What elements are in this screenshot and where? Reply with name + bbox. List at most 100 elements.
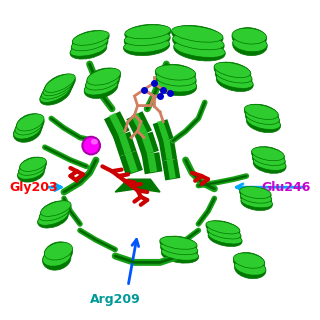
Ellipse shape [39, 205, 70, 224]
Text: Gly203: Gly203 [10, 181, 58, 194]
Polygon shape [119, 151, 143, 176]
Ellipse shape [244, 104, 278, 123]
Ellipse shape [161, 247, 198, 260]
Ellipse shape [232, 28, 267, 44]
Ellipse shape [43, 77, 74, 96]
Ellipse shape [38, 210, 68, 228]
Ellipse shape [15, 118, 43, 138]
Ellipse shape [214, 62, 251, 77]
Ellipse shape [72, 30, 109, 48]
Ellipse shape [124, 38, 170, 56]
Ellipse shape [125, 24, 171, 42]
Ellipse shape [240, 187, 271, 198]
Ellipse shape [172, 26, 223, 42]
Ellipse shape [206, 221, 240, 234]
Ellipse shape [253, 156, 286, 170]
Ellipse shape [85, 73, 119, 90]
Ellipse shape [20, 157, 46, 172]
Ellipse shape [125, 25, 171, 39]
Polygon shape [118, 132, 132, 154]
Ellipse shape [216, 73, 253, 92]
Ellipse shape [124, 38, 170, 52]
Ellipse shape [161, 247, 198, 263]
Polygon shape [131, 113, 147, 135]
Ellipse shape [42, 81, 72, 99]
Ellipse shape [174, 41, 225, 61]
Ellipse shape [252, 147, 284, 161]
Polygon shape [104, 111, 130, 139]
Ellipse shape [41, 201, 71, 219]
Ellipse shape [70, 42, 107, 56]
Polygon shape [167, 159, 176, 179]
Ellipse shape [124, 32, 170, 45]
Ellipse shape [156, 76, 196, 96]
Ellipse shape [233, 253, 265, 268]
Ellipse shape [83, 137, 100, 155]
Ellipse shape [174, 41, 225, 57]
Polygon shape [115, 179, 160, 192]
Polygon shape [164, 140, 172, 160]
Ellipse shape [244, 104, 278, 119]
Ellipse shape [215, 68, 252, 83]
Ellipse shape [20, 157, 46, 174]
Ellipse shape [43, 248, 71, 266]
Ellipse shape [208, 231, 242, 244]
Ellipse shape [15, 118, 43, 135]
Ellipse shape [235, 260, 266, 279]
Polygon shape [147, 152, 157, 172]
Polygon shape [109, 113, 125, 135]
Ellipse shape [41, 201, 71, 216]
Ellipse shape [216, 73, 253, 88]
Ellipse shape [160, 236, 197, 249]
Ellipse shape [13, 122, 41, 139]
Ellipse shape [232, 28, 267, 48]
Ellipse shape [85, 73, 119, 93]
Ellipse shape [156, 64, 196, 84]
Polygon shape [157, 120, 169, 141]
Ellipse shape [252, 152, 285, 165]
Ellipse shape [19, 161, 45, 175]
Polygon shape [153, 119, 174, 143]
Ellipse shape [240, 191, 272, 206]
Ellipse shape [156, 65, 196, 80]
Ellipse shape [246, 114, 280, 132]
Ellipse shape [18, 165, 44, 179]
Ellipse shape [45, 74, 75, 92]
Ellipse shape [72, 31, 109, 45]
Ellipse shape [207, 226, 241, 239]
Ellipse shape [253, 156, 286, 173]
Ellipse shape [233, 35, 267, 56]
Ellipse shape [235, 260, 266, 275]
Polygon shape [141, 152, 163, 174]
Text: Glu246: Glu246 [261, 181, 310, 194]
Ellipse shape [241, 196, 272, 208]
Polygon shape [135, 132, 159, 156]
Ellipse shape [41, 81, 72, 102]
Ellipse shape [172, 25, 223, 46]
Ellipse shape [245, 109, 279, 128]
Ellipse shape [173, 33, 224, 50]
Ellipse shape [124, 31, 170, 49]
Ellipse shape [71, 36, 108, 54]
Text: Arg209: Arg209 [90, 293, 140, 306]
Ellipse shape [214, 62, 251, 81]
Ellipse shape [215, 68, 252, 86]
Ellipse shape [173, 33, 224, 53]
Ellipse shape [87, 68, 121, 85]
Ellipse shape [84, 78, 118, 95]
Ellipse shape [43, 77, 74, 99]
Ellipse shape [19, 161, 45, 178]
Ellipse shape [161, 242, 198, 258]
Polygon shape [126, 111, 152, 139]
Ellipse shape [84, 78, 118, 99]
Ellipse shape [39, 205, 69, 221]
Ellipse shape [44, 242, 73, 260]
Ellipse shape [240, 191, 272, 203]
Ellipse shape [40, 84, 71, 105]
Ellipse shape [252, 147, 284, 164]
Ellipse shape [91, 139, 98, 145]
Ellipse shape [160, 236, 197, 252]
Ellipse shape [246, 115, 280, 130]
Ellipse shape [13, 122, 41, 142]
Ellipse shape [233, 36, 267, 52]
